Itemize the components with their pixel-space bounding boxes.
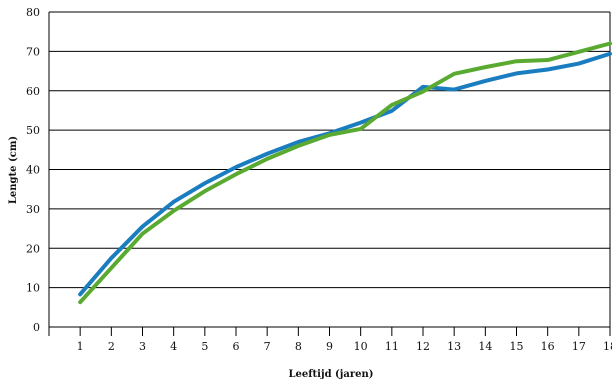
- x-tick-label: 16: [541, 340, 555, 353]
- gridlines: [48, 11, 611, 328]
- y-tick-label: 80: [26, 6, 40, 19]
- x-tick-label: 14: [478, 340, 492, 353]
- x-tick-label: 17: [572, 340, 586, 353]
- x-tick-label: 5: [201, 340, 208, 353]
- x-tick-label: 4: [170, 340, 177, 353]
- series-line-1: [78, 51, 612, 297]
- x-tick-label: 9: [326, 340, 333, 353]
- y-tick-label: 50: [26, 124, 40, 137]
- y-axis-title: Lengte (cm): [8, 136, 19, 204]
- x-tick-label: 18: [603, 340, 612, 353]
- x-tick-label: 13: [447, 340, 461, 353]
- x-axis-ticks: 123456789101112131415161718: [48, 327, 612, 353]
- x-tick-label: 10: [354, 340, 368, 353]
- x-tick-label: 3: [139, 340, 146, 353]
- y-tick-label: 30: [26, 203, 40, 216]
- x-tick-label: 7: [264, 340, 271, 353]
- x-tick-label: 12: [416, 340, 430, 353]
- y-tick-label: 40: [26, 164, 40, 177]
- y-tick-label: 70: [26, 45, 40, 58]
- y-tick-label: 0: [33, 321, 40, 334]
- x-tick-label: 11: [385, 340, 399, 353]
- x-tick-label: 6: [233, 340, 240, 353]
- x-tick-label: 1: [77, 340, 84, 353]
- y-tick-label: 10: [26, 282, 40, 295]
- y-axis-ticks: 0 10 20 30 40 50 60 70 80: [26, 6, 40, 334]
- y-tick-label: 60: [26, 85, 40, 98]
- series-line-2: [78, 41, 612, 305]
- x-tick-label: 2: [108, 340, 115, 353]
- series-lines: [78, 41, 612, 305]
- y-tick-label: 20: [26, 242, 40, 255]
- x-tick-label: 8: [295, 340, 302, 353]
- x-axis-title: Leeftijd (jaren): [288, 369, 373, 380]
- x-tick-label: 15: [510, 340, 524, 353]
